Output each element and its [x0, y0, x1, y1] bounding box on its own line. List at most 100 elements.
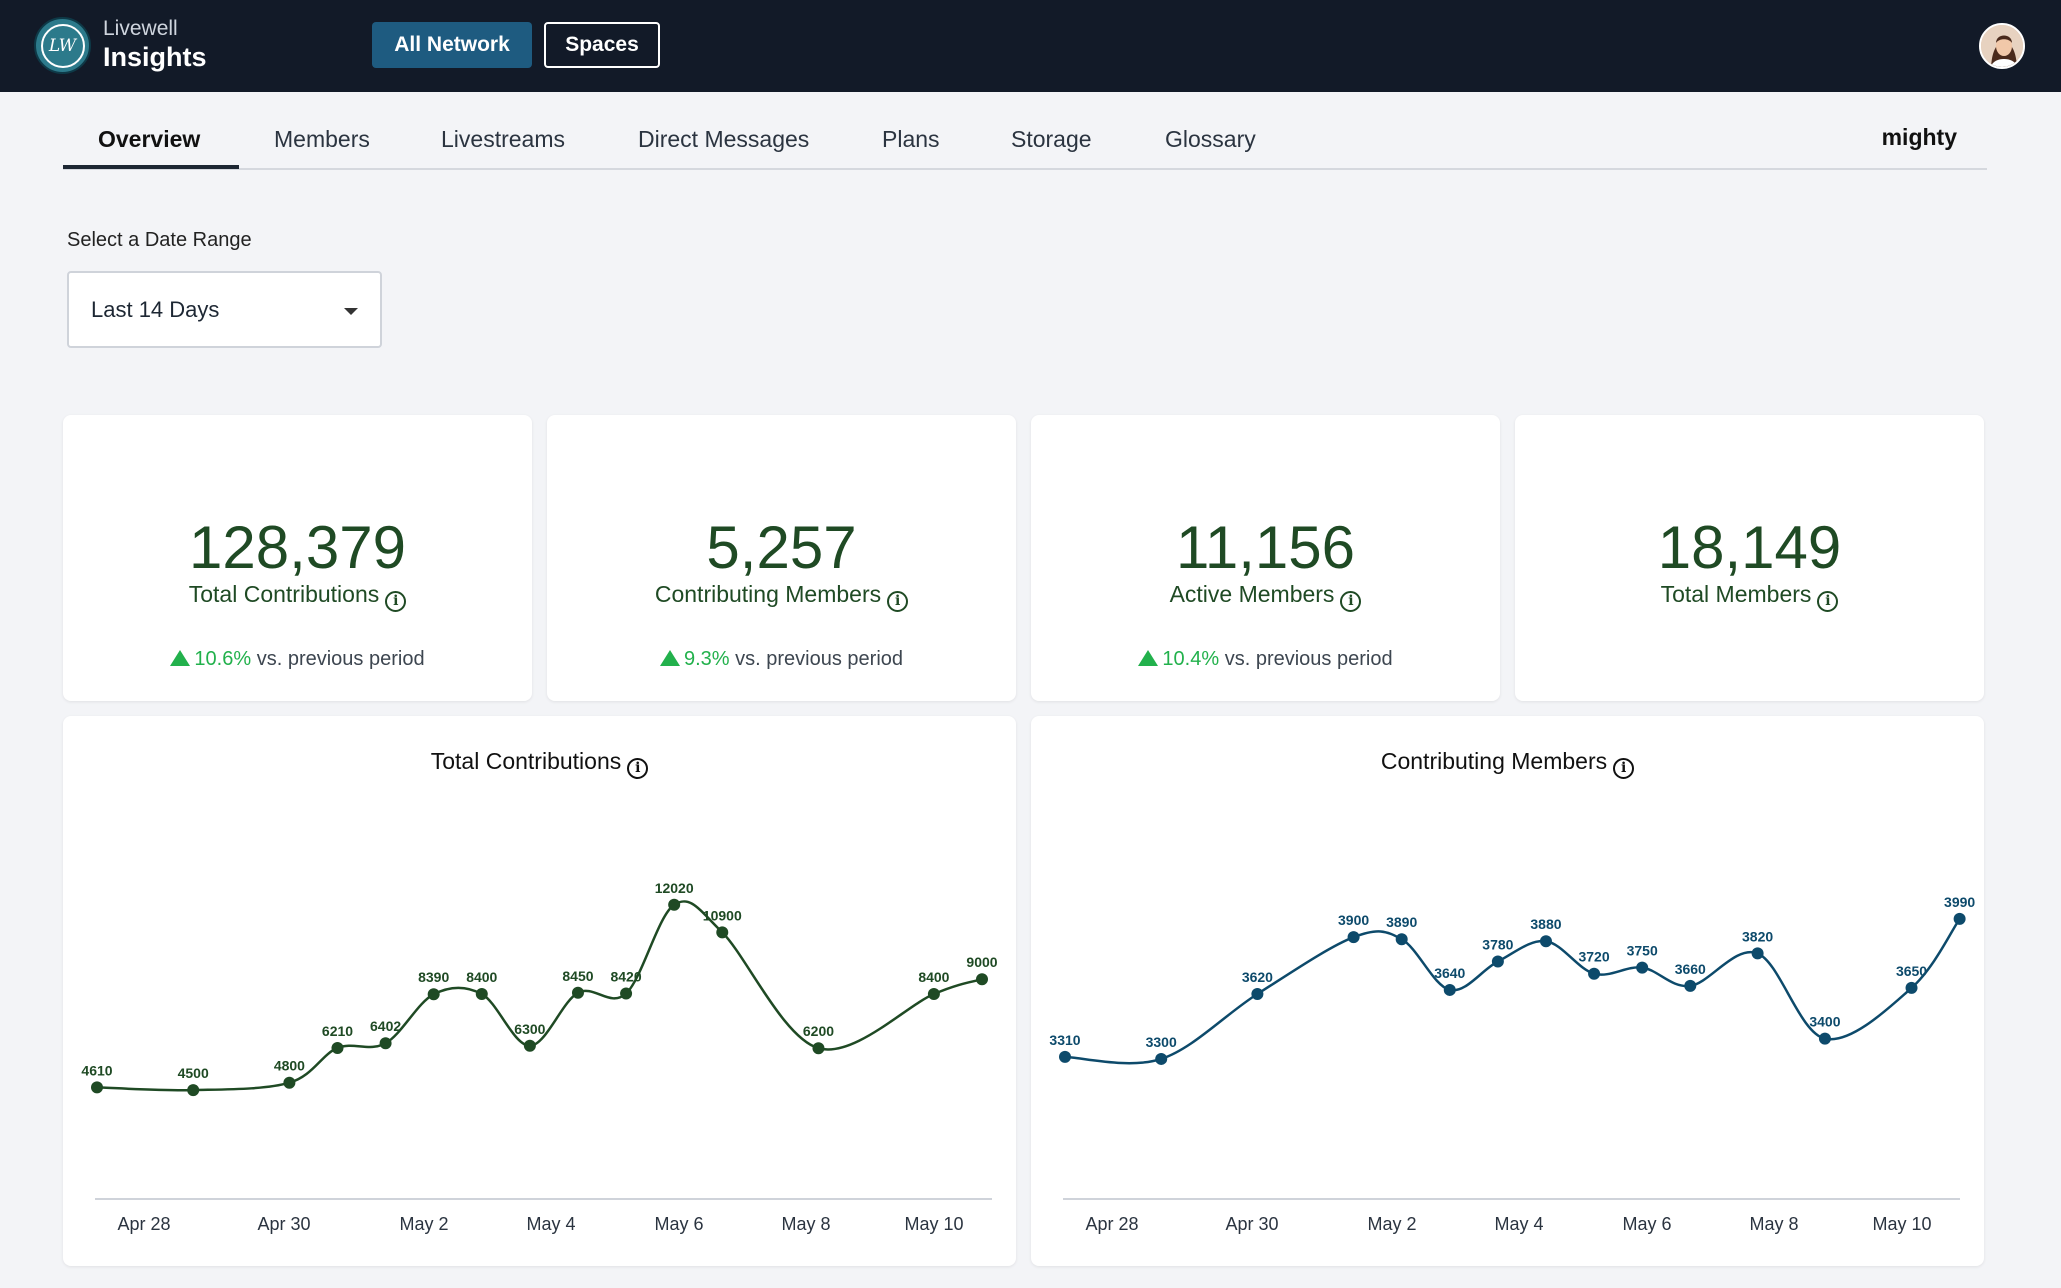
kpi-change: 9.3% vs. previous period — [547, 648, 1016, 671]
date-range-value: Last 14 Days — [91, 297, 220, 322]
data-label: 8400 — [918, 969, 949, 985]
data-point[interactable] — [1443, 983, 1456, 996]
data-label: 4610 — [81, 1062, 112, 1078]
info-icon[interactable]: i — [385, 591, 407, 612]
tab-direct-messages[interactable]: Direct Messages — [638, 126, 810, 152]
data-point[interactable] — [523, 1039, 536, 1052]
info-icon[interactable]: i — [887, 591, 909, 612]
date-range-label: Select a Date Range — [67, 229, 252, 251]
data-point[interactable] — [91, 1081, 103, 1094]
data-label: 12020 — [655, 880, 694, 896]
info-icon[interactable]: i — [1817, 591, 1839, 612]
livewell-logo[interactable]: LW — [34, 17, 91, 74]
x-tick-label: Apr 28 — [1085, 1214, 1138, 1234]
data-point[interactable] — [976, 973, 988, 986]
info-icon[interactable]: i — [1340, 591, 1362, 612]
data-point[interactable] — [812, 1042, 825, 1055]
kpi-label-text: Active Members — [1169, 581, 1335, 607]
kpi-value: 5,257 — [706, 514, 857, 581]
line-chart: 3310 3300 3620 3900 3890 3640 3780 3880 3720 3750… — [1049, 894, 1975, 1234]
tab-plans[interactable]: Plans — [882, 126, 940, 152]
data-label: 3780 — [1482, 937, 1513, 953]
chart-card-contributing-members: Contributing Members i 3310 3300 3620 3900 38… — [1031, 716, 1984, 1266]
data-point[interactable] — [1155, 1052, 1168, 1065]
kpi-change-percent: 10.6% — [194, 648, 252, 670]
data-label: 3990 — [1944, 894, 1975, 910]
kpi-change-suffix: vs. previous period — [1224, 648, 1393, 670]
kpi-label: Active Members i — [1031, 581, 1500, 612]
x-tick-label: May 6 — [654, 1214, 703, 1234]
data-point[interactable] — [571, 986, 584, 999]
data-point[interactable] — [927, 988, 940, 1000]
tab-storage[interactable]: Storage — [1011, 126, 1092, 152]
data-label: 3620 — [1242, 969, 1273, 985]
data-point[interactable] — [1751, 947, 1764, 960]
kpi-card-total-contributions: 128,379 Total Contributions i 10.6% vs. p… — [63, 415, 532, 701]
chart-title: Contributing Members i — [1031, 748, 1984, 779]
chevron-down-icon — [344, 308, 358, 315]
data-label: 8390 — [418, 969, 449, 985]
kpi-value: 128,379 — [189, 514, 406, 581]
data-point[interactable] — [427, 988, 440, 1001]
data-point[interactable] — [1491, 955, 1504, 968]
data-label: 3660 — [1675, 961, 1706, 977]
data-label: 8400 — [466, 969, 497, 985]
data-label: 4800 — [274, 1058, 305, 1074]
data-point[interactable] — [1905, 981, 1918, 994]
data-label: 3400 — [1809, 1014, 1840, 1030]
data-label: 3750 — [1627, 943, 1658, 959]
tab-livestreams[interactable]: Livestreams — [441, 126, 565, 152]
data-point[interactable] — [1953, 912, 1966, 925]
tab-members[interactable]: Members — [274, 126, 370, 152]
data-point[interactable] — [1347, 931, 1360, 944]
up-arrow-icon — [1138, 650, 1159, 666]
kpi-label: Contributing Members i — [547, 581, 1016, 612]
data-label: 3900 — [1338, 912, 1369, 928]
x-tick-label: May 4 — [1494, 1214, 1543, 1234]
data-point[interactable] — [620, 987, 633, 1000]
tab-overview[interactable]: Overview — [98, 126, 201, 152]
kpi-value: 18,149 — [1657, 514, 1842, 581]
data-label: 9000 — [966, 954, 997, 970]
kpi-label: Total Contributions i — [63, 581, 532, 612]
data-point[interactable] — [1059, 1050, 1071, 1063]
kpi-change-percent: 9.3% — [683, 648, 730, 670]
brand-subtitle: Livewell — [103, 17, 178, 40]
data-point[interactable] — [283, 1076, 296, 1089]
data-point[interactable] — [1251, 988, 1264, 1000]
all-network-button[interactable]: All Network — [372, 22, 532, 68]
data-point[interactable] — [1636, 961, 1649, 974]
x-tick-label: Apr 30 — [1225, 1214, 1278, 1234]
data-point[interactable] — [716, 926, 729, 939]
data-label: 3300 — [1146, 1034, 1177, 1050]
data-point[interactable] — [379, 1037, 392, 1050]
logo-monogram: LW — [40, 23, 85, 68]
data-point[interactable] — [1588, 967, 1601, 980]
info-icon[interactable]: i — [627, 758, 649, 779]
kpi-change-suffix: vs. previous period — [735, 648, 904, 670]
data-label: 3640 — [1434, 965, 1465, 981]
data-label: 6210 — [322, 1023, 353, 1039]
data-point[interactable] — [475, 988, 488, 1000]
x-tick-label: May 8 — [1749, 1214, 1798, 1234]
x-tick-label: May 10 — [904, 1214, 963, 1234]
user-avatar[interactable] — [1979, 23, 2025, 69]
up-arrow-icon — [659, 650, 680, 666]
spaces-button[interactable]: Spaces — [544, 22, 660, 68]
kpi-card-contributing-members: 5,257 Contributing Members i 9.3% vs. pre… — [547, 415, 1016, 701]
data-label: 6200 — [803, 1023, 834, 1039]
data-point[interactable] — [1539, 935, 1552, 948]
x-tick-label: May 2 — [1367, 1214, 1416, 1234]
data-point[interactable] — [1818, 1032, 1831, 1045]
data-point[interactable] — [668, 898, 681, 911]
tab-glossary[interactable]: Glossary — [1165, 126, 1256, 152]
data-point[interactable] — [187, 1084, 200, 1097]
data-point[interactable] — [1684, 979, 1697, 992]
data-point[interactable] — [331, 1041, 344, 1054]
date-range-select[interactable]: Last 14 Days — [67, 271, 382, 348]
x-tick-label: May 8 — [781, 1214, 830, 1234]
section-tabs: Overview Members Livestreams Direct Mess… — [63, 92, 1987, 170]
avatar-image — [1981, 25, 2023, 67]
info-icon[interactable]: i — [1613, 758, 1635, 779]
data-point[interactable] — [1395, 933, 1408, 946]
